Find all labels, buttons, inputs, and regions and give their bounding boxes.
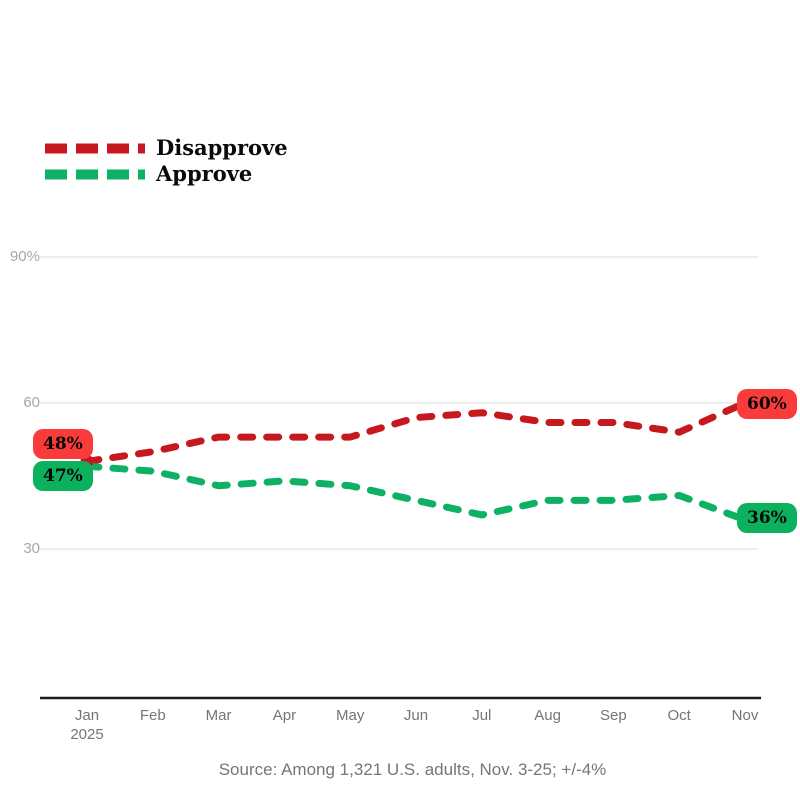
month-label: Aug <box>534 707 561 724</box>
legend: Disapprove Approve <box>45 135 288 187</box>
month-label: Oct <box>667 707 691 724</box>
approve-dash-swatch <box>45 169 145 179</box>
legend-item-disapprove: Disapprove <box>45 135 288 161</box>
month-label: May <box>336 707 365 724</box>
legend-item-approve: Approve <box>45 161 288 187</box>
y-tick-label: 30 <box>23 540 40 557</box>
disapprove-dash-swatch <box>45 143 145 153</box>
month-label: Jan <box>74 707 100 724</box>
disapprove-start-value-badge: 48% <box>33 429 93 459</box>
month-label: Mar <box>205 707 232 724</box>
x-tick-label: Aug <box>515 706 581 725</box>
month-label: Sep <box>600 707 627 724</box>
source-note: Source: Among 1,321 U.S. adults, Nov. 3-… <box>218 760 607 779</box>
month-label: Jun <box>403 707 429 724</box>
x-tick-label: Jun <box>383 706 449 725</box>
line-disapprove <box>83 399 749 465</box>
month-label: Feb <box>139 707 166 724</box>
x-tick-label: Nov <box>712 706 778 725</box>
x-tick-label: Feb <box>120 706 186 725</box>
line-approve <box>83 462 749 524</box>
x-tick-label: Sep <box>580 706 646 725</box>
x-tick-label: Oct <box>646 706 712 725</box>
y-tick-label: 60 <box>23 394 40 411</box>
disapprove-end-value-badge: 60% <box>737 389 797 419</box>
x-tick-label: May <box>317 706 383 725</box>
x-tick-label: Jan 2025 <box>54 706 120 744</box>
year-label: 2025 <box>70 726 104 743</box>
legend-label-disapprove: Disapprove <box>156 135 288 160</box>
approve-start-value-badge: 47% <box>33 461 93 491</box>
approve-end-value-badge: 36% <box>737 503 797 533</box>
x-tick-label: Apr <box>251 706 317 725</box>
y-tick-label: 90% <box>9 248 40 265</box>
month-label: Apr <box>272 707 297 724</box>
x-tick-label: Jul <box>449 706 515 725</box>
month-label: Jul <box>472 707 492 724</box>
month-label: Nov <box>731 707 759 724</box>
x-tick-label: Mar <box>186 706 252 725</box>
legend-label-approve: Approve <box>156 161 253 186</box>
